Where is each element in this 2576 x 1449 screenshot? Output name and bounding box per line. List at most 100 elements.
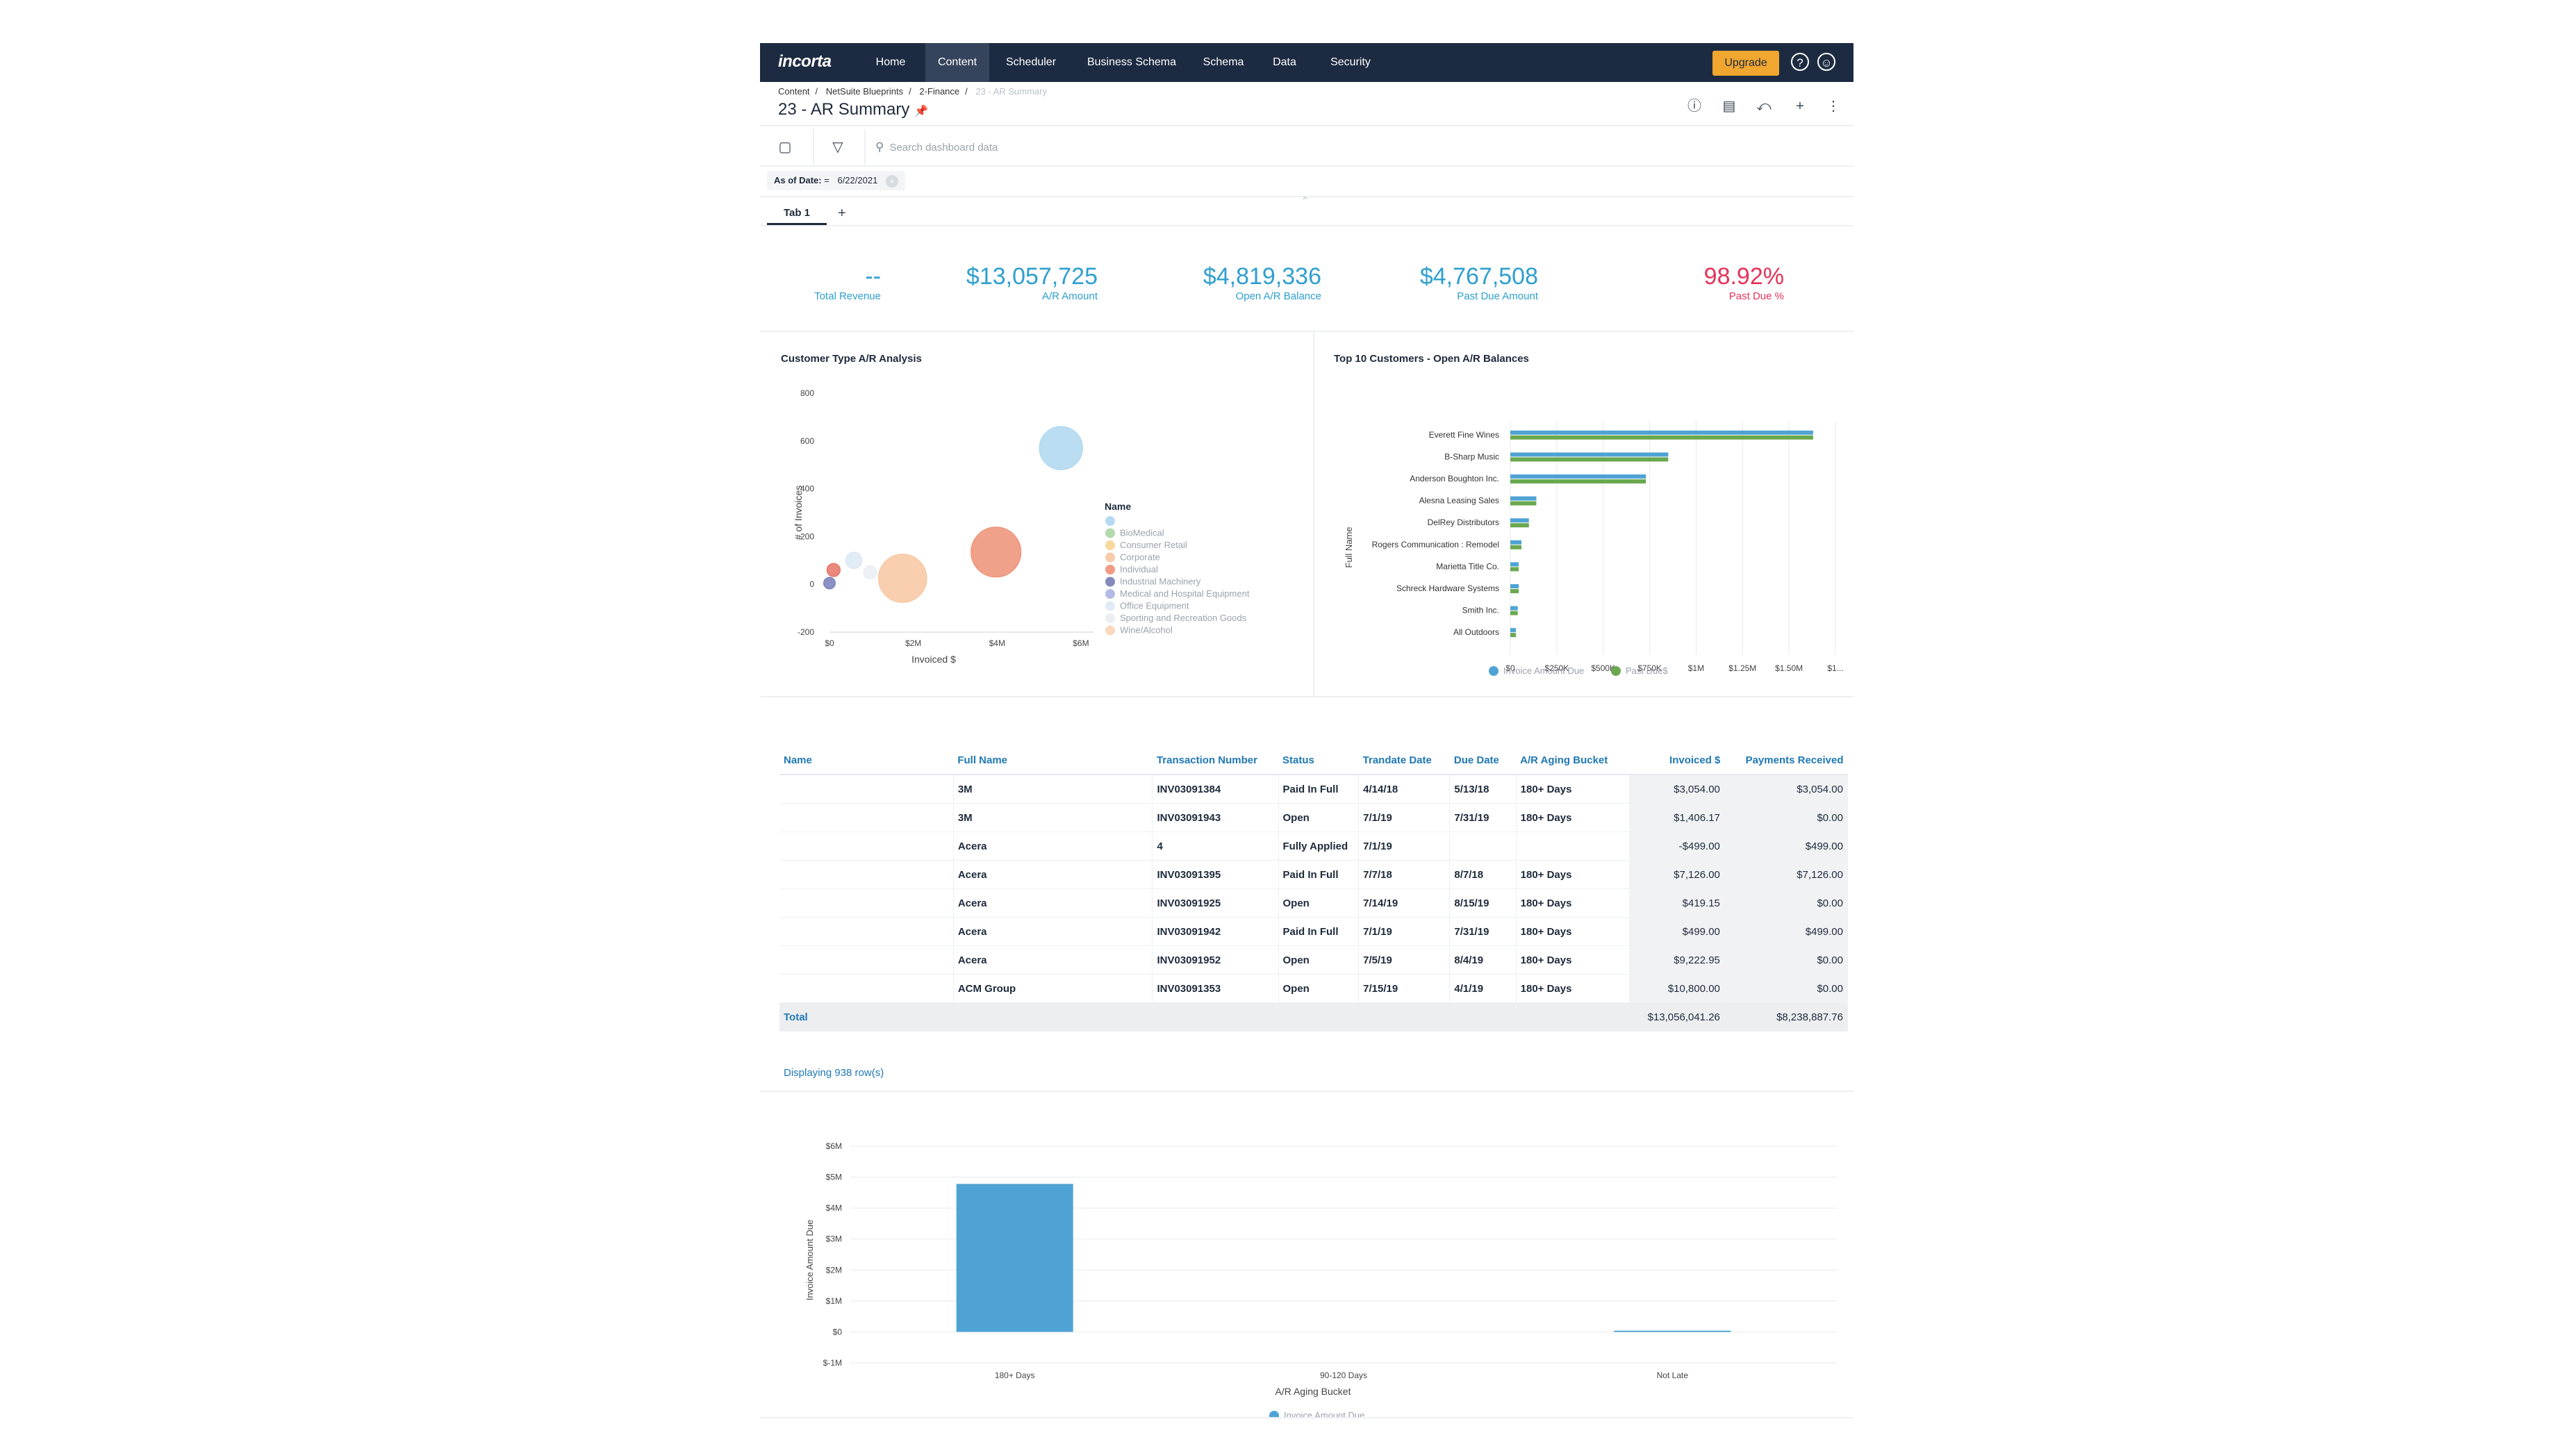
filter-value: 6/22/2021 [837,175,878,185]
table-cell: 7/1/19 [1358,917,1451,946]
remove-filter-icon[interactable]: × [885,174,898,188]
legend-label: BioMedical [1120,528,1164,538]
breadcrumb-finance[interactable]: 2-Finance [919,86,960,97]
info-icon[interactable]: ⓘ [1687,99,1701,114]
incorta-logo[interactable]: incorta [778,52,832,71]
nav-data[interactable]: Data [1273,56,1296,68]
table-cell [779,917,954,946]
table-row[interactable]: Acera 4 Fully Applied 7/1/19 -$499.00 $499.00 [779,831,1849,861]
legend-swatch [1105,516,1115,526]
add-tab-button[interactable]: + [838,206,846,221]
help-icon[interactable]: ? [1791,53,1809,71]
y-tick-label: 400 [800,484,814,494]
bookmark-panel-icon[interactable]: ▢ [778,140,792,155]
legend-label: Wine/Alcohol [1120,625,1173,636]
y-tick-label: 200 [800,531,814,541]
table-row[interactable]: 3M INV03091943 Open 7/1/19 7/31/19 180+ Days $… [779,803,1849,832]
upgrade-button[interactable]: Upgrade [1712,51,1779,76]
add-insight-icon[interactable]: + [1796,99,1804,114]
pin-icon[interactable]: 📌 [914,106,928,117]
bar-invoice-amount-due [1510,562,1519,567]
table-cell: -$499.00 [1629,831,1725,861]
nav-scheduler[interactable]: Scheduler [1005,56,1057,68]
table-cell: 180+ Days [1516,803,1630,832]
bar-invoice-amount-due [1510,606,1518,611]
breadcrumb-netsuite[interactable]: NetSuite Blueprints [825,86,904,97]
x-tick-label: $1M [1688,663,1704,673]
kpi-ar-amount: $13,057,725 A/R Amount [917,263,1098,303]
nav-security[interactable]: Security [1330,56,1371,68]
col-status[interactable]: Status [1278,746,1359,775]
more-options-icon[interactable]: ⋮ [1826,99,1840,114]
bar [956,1184,1073,1332]
y-axis-label: Invoice Amount Due [804,1220,815,1300]
share-icon[interactable]: ⤺ [1756,99,1772,114]
x-tick-label: $2M [905,638,921,648]
table-cell: $7,126.00 [1724,860,1849,889]
kpi-total-revenue: -- Total Revenue [700,263,881,303]
total-cell [1152,1002,1279,1032]
table-cell: INV03091925 [1152,888,1279,918]
kpi-value: -- [865,263,881,290]
y-tick-label: Schreck Hardware Systems [1396,583,1499,593]
user-profile-icon[interactable]: ☺ [1817,53,1835,71]
table-row[interactable]: Acera INV03091925 Open 7/14/19 8/15/19 180+ D… [779,888,1849,918]
kpi-value: 98.92% [1703,263,1784,290]
col-trandate[interactable]: Trandate Date [1358,746,1450,775]
y-axis-label: # of Invoices [793,486,804,540]
collapse-chevron-icon[interactable]: ⌃ [1301,196,1310,208]
col-aging-bucket[interactable]: A/R Aging Bucket [1516,746,1630,775]
col-name[interactable]: Name [779,746,954,775]
kpi-value: $4,819,336 [1203,263,1321,290]
bubble-point [845,552,863,570]
filter-icon[interactable]: ▽ [832,140,843,155]
legend-swatch [1105,528,1115,538]
bar-past-due [1510,611,1518,615]
nav-business-schema[interactable]: Business Schema [1087,56,1177,68]
table-cell: Acera [953,831,1153,861]
bookmark-icon[interactable]: ▤ [1722,99,1736,114]
y-tick-label: Everett Fine Wines [1429,430,1499,440]
table-total-row: Total $13,056,041.26 $8,238,887.76 [779,1002,1849,1032]
bar-invoice-amount-due [1510,584,1519,588]
search-dashboard[interactable]: ⚲ Search dashboard data [875,136,1292,158]
legend-label: Invoice Amount Due [1284,1410,1364,1417]
bar-past-due [1510,633,1517,638]
table-cell [779,888,954,918]
nav-home[interactable]: Home [875,56,906,68]
nav-schema[interactable]: Schema [1203,56,1244,68]
table-cell: $499.00 [1724,831,1849,861]
col-full-name[interactable]: Full Name [953,746,1153,775]
search-input[interactable]: Search dashboard data [889,142,998,154]
kpi-label: Open A/R Balance [1235,290,1321,302]
table-header-row: Name Full Name Transaction Number Status… [779,746,1848,775]
table-cell: 4/1/19 [1449,974,1517,1003]
bubble-point [826,563,841,577]
kpi-label: Total Revenue [814,290,881,302]
table-row[interactable]: 3M INV03091384 Paid In Full 4/14/18 5/13/18 1… [779,775,1849,804]
table-row[interactable]: Acera INV03091395 Paid In Full 7/7/18 8/7/18… [779,860,1849,889]
col-transaction-number[interactable]: Transaction Number [1152,746,1278,775]
table-cell: $0.00 [1724,803,1849,832]
table-cell: 7/5/19 [1358,945,1451,975]
tab-1[interactable]: Tab 1 [767,201,827,225]
x-tick-label: $250K [1545,663,1569,673]
x-tick-label: $4M [989,638,1005,648]
col-due-date[interactable]: Due Date [1449,746,1517,775]
col-invoiced[interactable]: Invoiced $ [1629,746,1725,775]
divider [760,165,1853,167]
divider [813,129,814,165]
total-cell [1449,1002,1517,1032]
table-cell: 7/14/19 [1358,888,1451,918]
nav-content[interactable]: Content [925,43,989,82]
divider [760,125,1853,126]
table-cell [1449,831,1517,861]
breadcrumb-content[interactable]: Content [778,86,810,97]
table-cell: Acera [953,860,1153,889]
table-row[interactable]: ACM Group INV03091353 Open 7/15/19 4/1/19 180… [779,974,1849,1003]
table-row[interactable]: Acera INV03091942 Paid In Full 7/1/19 7/31/1… [779,917,1849,946]
col-payments[interactable]: Payments Received [1724,746,1848,775]
legend-label: Invoice Amount Due [1503,665,1584,676]
filter-pill[interactable]: As of Date: = 6/22/2021 × [767,171,905,190]
table-row[interactable]: Acera INV03091952 Open 7/5/19 8/4/19 180+ Day… [779,945,1849,975]
